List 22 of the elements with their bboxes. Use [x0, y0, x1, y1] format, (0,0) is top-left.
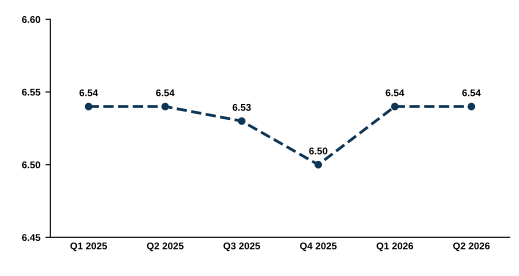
- point: [161, 102, 169, 110]
- point: [468, 102, 476, 110]
- data-label: 6.54: [386, 89, 404, 96]
- point: [84, 102, 92, 110]
- data-label: 6.54: [156, 89, 175, 96]
- y-tick-label: 6.60: [22, 16, 40, 23]
- y-tick-label: 6.50: [22, 161, 40, 168]
- x-tick-label: Q1 2026: [376, 242, 414, 252]
- x-tick-label: Q1 2025: [70, 242, 107, 252]
- data-label: 6.53: [232, 104, 251, 111]
- data-label: 6.50: [309, 148, 328, 154]
- data-label: 6.54: [462, 89, 481, 96]
- y-tick-label: 6.45: [22, 234, 40, 241]
- data-label: 6.54: [80, 89, 98, 96]
- x-tick-label: Q2 2025: [146, 242, 184, 252]
- point: [314, 160, 322, 168]
- x-tick-label: Q4 2025: [300, 242, 337, 252]
- y-tick-label: 6.55: [22, 88, 40, 96]
- x-tick-label: Q3 2025: [223, 242, 260, 252]
- point: [238, 117, 246, 125]
- point: [391, 102, 399, 110]
- x-tick-label: Q2 2026: [453, 242, 490, 252]
